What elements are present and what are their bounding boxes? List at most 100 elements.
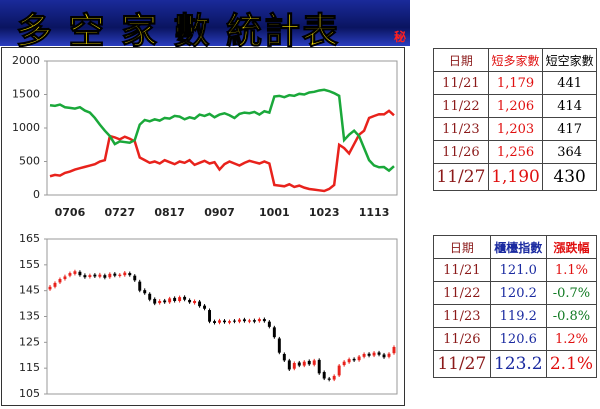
candle-body [128,273,132,276]
table-row: 11/26 1,256 364 [433,140,597,164]
x-tick-label: 0727 [104,206,135,219]
table-row: 11/26 120.6 1.2% [433,327,598,351]
candle-body [377,352,381,355]
table-cell: 121.0 [489,258,547,282]
candle-body [312,360,316,365]
candle-body [53,282,57,287]
table-cell: 漲跌幅 [545,235,598,259]
candle-body [282,353,286,361]
table-row: 11/27 123.2 2.1% [433,350,598,378]
candle-body [287,360,291,370]
candle-body [362,353,366,357]
line-series [49,109,395,193]
table-row: 11/27 1,190 430 [433,163,597,191]
candle-body [252,320,256,322]
y-tick-label: 2000 [12,54,40,67]
candle-body [168,298,172,303]
table-row: 11/23 1,203 417 [433,117,597,141]
table-cell: 1,179 [487,71,544,95]
y-tick-label: 145 [19,284,40,297]
table-cell: 1,206 [487,94,544,118]
candle-body [347,359,351,363]
title-banner: 多 空 家 數 統計表 秘 [0,0,410,53]
y-tick-label: 1000 [12,121,40,134]
candle-body [307,360,311,365]
candle-body [342,361,346,366]
table-cell: 2.1% [545,350,598,378]
table-cell: 11/27 [433,350,491,378]
candle-body [108,273,112,278]
chart-panel: 0 500 1000 1500 2000 0706 0727 0817 0907 1001 1023… [1,47,405,406]
table-row: 11/21 121.0 1.1% [433,258,598,282]
table-cell: 日期 [433,48,489,72]
candle-body [123,272,127,276]
table-cell: 1,190 [487,163,544,191]
candle-body [63,276,67,280]
candle-body [213,321,216,323]
table-cell: 1.2% [545,327,598,351]
table-cell: 短多家數 [487,48,544,72]
table-cell: 11/21 [433,71,489,95]
candle-body [382,354,386,358]
line-series [49,88,395,173]
table-row: 11/23 119.2 -0.8% [433,304,598,328]
y-tick-label: 135 [19,310,40,323]
candle-body [138,281,142,291]
table-cell: 11/23 [433,117,489,141]
table-cell: 414 [542,94,597,118]
candle-body [158,301,162,304]
table-cell: 364 [542,140,597,164]
candle-body [163,300,167,303]
breadth-table: 日期 短多家數 短空家數 11/21 1,179 441 11/22 1,206 414 11/2… [433,48,597,191]
table-row: 日期 短多家數 短空家數 [433,48,597,72]
table-cell: 120.6 [489,327,547,351]
candle-body [218,320,221,323]
candle-body [247,320,251,322]
table-cell: 日期 [433,235,491,259]
candle-body [277,338,281,353]
candle-body [267,321,271,327]
candle-body [193,301,197,304]
x-tick-label: 1113 [359,206,390,219]
candle-body [237,319,241,322]
table-cell: 11/21 [433,258,491,282]
table-row: 11/22 120.2 -0.7% [433,281,598,305]
candle-body [118,274,122,276]
y-tick-label: 0 [33,188,40,201]
candle-body [198,301,202,307]
table-cell: 櫃檯指數 [489,235,547,259]
candle-body [153,298,157,304]
y-tick-label: 500 [19,155,40,168]
table-cell: 11/23 [433,304,491,328]
candle-body [148,293,152,300]
candle-body [242,319,246,322]
table-cell: -0.7% [545,281,598,305]
candle-body [322,372,326,379]
table-cell: 11/22 [433,94,489,118]
table-row: 日期 櫃檯指數 漲跌幅 [433,235,598,259]
table-cell: 430 [542,163,597,191]
candle-body [223,320,226,323]
y-tick-label: 115 [19,361,40,374]
candle-body [297,362,301,366]
candle-body [93,274,97,277]
candle-body [208,310,212,322]
candle-body [183,296,187,300]
candle-body [292,363,296,369]
table-cell: 11/26 [433,327,491,351]
candle-body [332,375,336,380]
candle-body [203,305,207,309]
badge: 秘 [394,30,407,44]
index-table: 日期 櫃檯指數 漲跌幅 11/21 121.0 1.1% 11/22 120.2 -0.7% 11… [433,235,598,378]
table-cell: -0.8% [545,304,598,328]
table-cell: 1,203 [487,117,544,141]
plot-frame [46,238,398,395]
candle-body [257,319,261,322]
candle-body [48,286,52,290]
x-tick-label: 1023 [309,206,340,219]
y-tick-label: 105 [19,387,40,400]
table-cell: 417 [542,117,597,141]
candle-body [372,352,376,356]
table-cell: 123.2 [489,350,547,378]
plot-frame [46,60,398,196]
